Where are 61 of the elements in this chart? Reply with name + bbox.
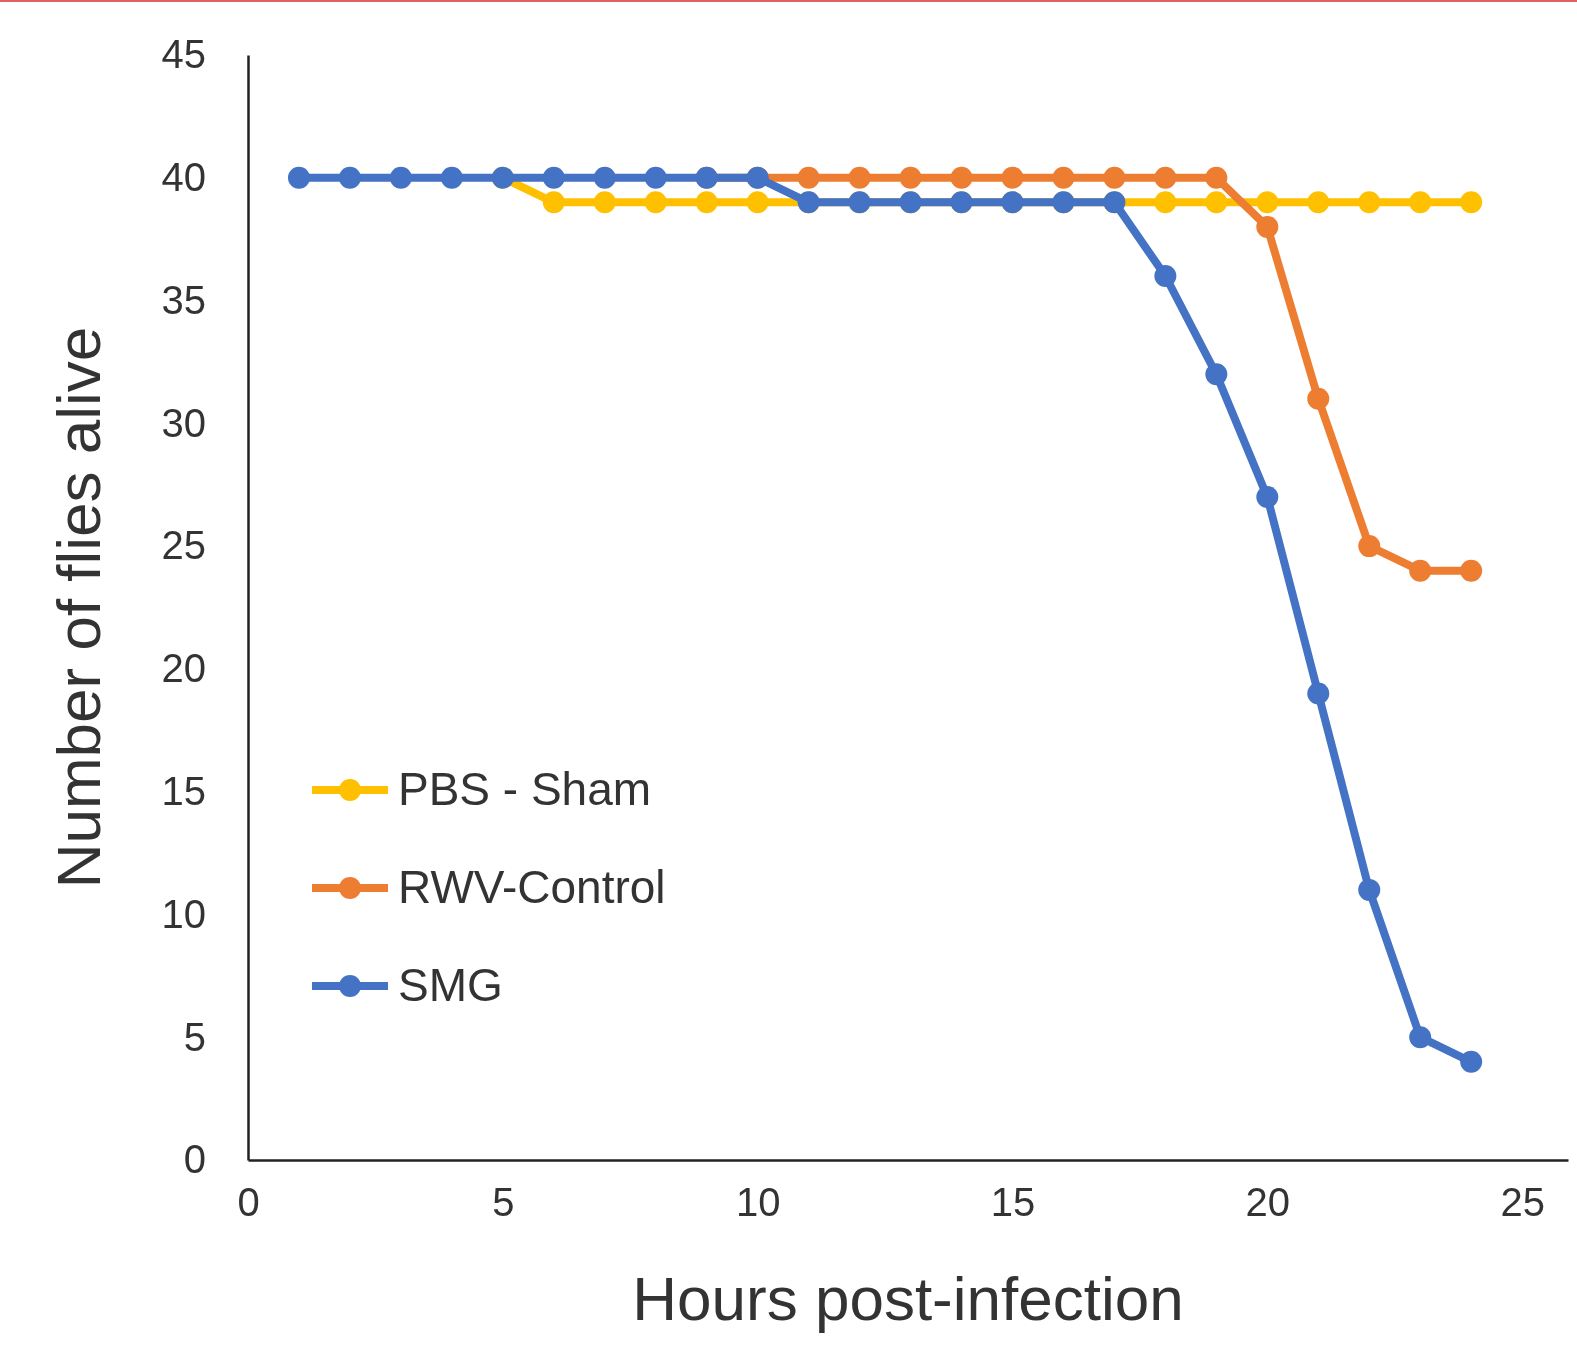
point: [593, 166, 616, 189]
y-tick-label: 45: [161, 32, 206, 77]
point: [542, 166, 565, 189]
x-tick-label: 15: [990, 1180, 1036, 1225]
point: [1307, 191, 1330, 214]
point: [1307, 387, 1330, 410]
legend-label: SMG: [398, 959, 503, 1011]
point: [338, 166, 361, 189]
point: [644, 166, 667, 189]
point: [593, 191, 616, 214]
point: [389, 166, 412, 189]
x-tick-label: 0: [237, 1180, 260, 1225]
point: [1358, 535, 1381, 558]
point: [1256, 486, 1279, 508]
point: [1409, 1026, 1432, 1049]
point: [797, 166, 820, 189]
legend-label: RWV-Control: [398, 861, 666, 913]
point: [1154, 265, 1177, 287]
point: [1256, 215, 1279, 238]
point: [695, 191, 718, 214]
point: [1358, 878, 1381, 901]
point: [1205, 363, 1228, 386]
point: [1205, 191, 1228, 214]
y-tick-label: 25: [161, 523, 206, 568]
point: [746, 191, 769, 214]
x-axis-title: Hours post-infection: [632, 1264, 1184, 1333]
x-tick-label: 10: [735, 1180, 781, 1225]
point: [1358, 191, 1381, 214]
y-tick-label: 15: [161, 768, 206, 813]
y-tick-label: 40: [161, 155, 206, 200]
point: [1409, 559, 1432, 582]
legend-label: PBS - Sham: [398, 763, 652, 815]
y-tick-label: 20: [161, 646, 206, 691]
y-tick-label: 5: [183, 1014, 206, 1059]
point: [1103, 166, 1126, 189]
y-tick-label: 35: [161, 277, 206, 322]
point: [440, 166, 463, 189]
point: [1052, 166, 1075, 189]
point: [542, 191, 565, 214]
y-axis-title: Number of flies alive: [44, 326, 113, 889]
point: [1460, 1050, 1483, 1073]
x-tick-label: 25: [1500, 1180, 1545, 1225]
x-tick-label: 5: [492, 1180, 515, 1225]
point: [1154, 191, 1177, 214]
point: [1001, 166, 1024, 189]
point: [1205, 166, 1228, 189]
y-tick-label: 30: [161, 400, 206, 445]
point: [1256, 191, 1279, 214]
y-tick-label: 10: [161, 891, 206, 936]
point: [1409, 191, 1432, 214]
point: [644, 191, 667, 214]
point: [1460, 191, 1483, 214]
point: [1307, 682, 1330, 705]
point: [287, 166, 310, 189]
point: [950, 166, 973, 189]
point: [848, 166, 871, 189]
point: [899, 166, 922, 189]
x-tick-label: 20: [1245, 1180, 1291, 1225]
point: [1154, 166, 1177, 189]
point: [1460, 559, 1483, 582]
y-tick-label: 0: [183, 1137, 206, 1182]
